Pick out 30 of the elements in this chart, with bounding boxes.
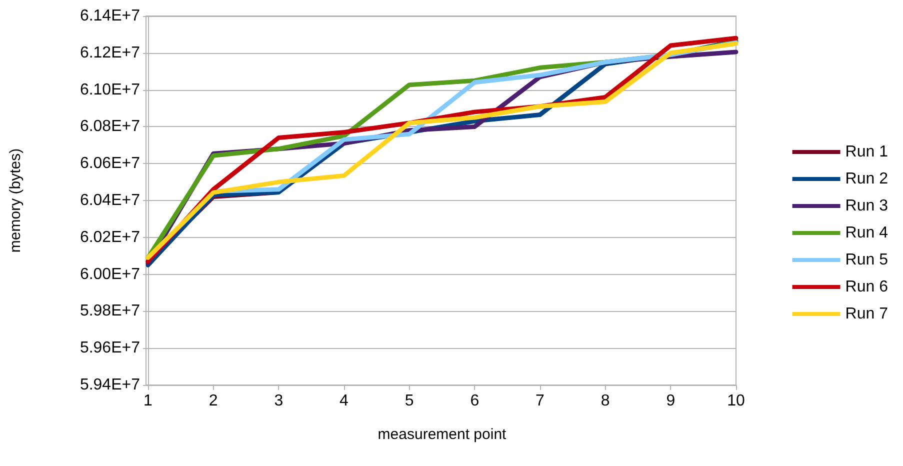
legend-label: Run 6 <box>845 278 888 296</box>
legend-label: Run 2 <box>845 170 888 188</box>
y-tick-label: 5.98E+7 <box>80 302 140 320</box>
y-tick-label: 6.02E+7 <box>80 228 140 246</box>
y-tick-label: 6.14E+7 <box>80 8 140 24</box>
y-tick-label: 6.06E+7 <box>80 155 140 172</box>
x-tick-label: 5 <box>404 392 414 410</box>
x-tick-label: 3 <box>274 392 284 410</box>
x-tick-label: 7 <box>536 392 545 410</box>
legend-label: Run 5 <box>845 252 888 268</box>
x-tick-label: 10 <box>727 392 745 410</box>
y-tick-label: 6.00E+7 <box>80 266 140 283</box>
x-tick-label: 8 <box>600 392 610 410</box>
x-tick-label: 1 <box>144 392 153 410</box>
x-tick-label: 9 <box>666 392 676 410</box>
y-tick-label: 6.10E+7 <box>80 81 140 98</box>
y-tick-label: 5.96E+7 <box>80 340 140 357</box>
x-tick-label: 6 <box>470 392 480 410</box>
y-tick-label: 6.08E+7 <box>80 118 140 136</box>
y-tick-label: 6.04E+7 <box>80 192 140 209</box>
legend-label: Run 4 <box>845 224 888 242</box>
legend-label: Run 1 <box>845 144 888 160</box>
x-tick-label: 2 <box>208 392 218 410</box>
x-axis-title: measurement point <box>378 426 508 443</box>
y-axis-title: memory (bytes) <box>7 148 24 253</box>
legend-label: Run 7 <box>845 306 888 322</box>
y-tick-label: 5.94E+7 <box>80 376 140 394</box>
y-tick-label: 6.12E+7 <box>80 44 140 62</box>
x-tick-label: 4 <box>340 392 349 410</box>
legend-label: Run 3 <box>845 198 888 214</box>
